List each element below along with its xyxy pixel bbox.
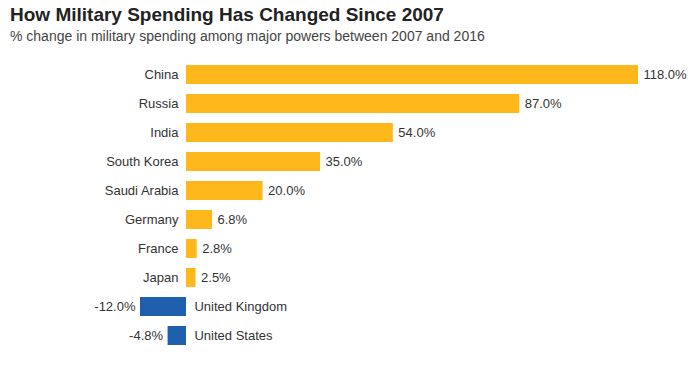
svg-text:2.8%: 2.8% <box>202 241 232 256</box>
svg-text:China: China <box>145 67 180 82</box>
svg-text:France: France <box>138 241 178 256</box>
svg-text:United States: United States <box>194 328 273 343</box>
svg-text:Saudi Arabia: Saudi Arabia <box>105 183 179 198</box>
svg-text:20.0%: 20.0% <box>268 183 305 198</box>
svg-text:2.5%: 2.5% <box>201 270 231 285</box>
svg-text:-4.8%: -4.8% <box>129 328 163 343</box>
html-text:How Military Spending Has Chan: How Military Spending Has Changed Since … <box>10 4 444 25</box>
svg-text:United Kingdom: United Kingdom <box>194 299 287 314</box>
svg-text:Germany: Germany <box>125 212 179 227</box>
svg-text:6.8%: 6.8% <box>218 212 248 227</box>
svg-text:South Korea: South Korea <box>106 154 179 169</box>
svg-text:87.0%: 87.0% <box>525 96 562 111</box>
svg-text:India: India <box>150 125 179 140</box>
html-text:% change in military spending: % change in military spending among majo… <box>10 28 485 44</box>
svg-text:Japan: Japan <box>143 270 178 285</box>
svg-text:Russia: Russia <box>139 96 180 111</box>
svg-text:118.0%: 118.0% <box>644 67 688 82</box>
svg-text:54.0%: 54.0% <box>398 125 435 140</box>
svg-text:-12.0%: -12.0% <box>94 299 136 314</box>
svg-text:35.0%: 35.0% <box>326 154 363 169</box>
